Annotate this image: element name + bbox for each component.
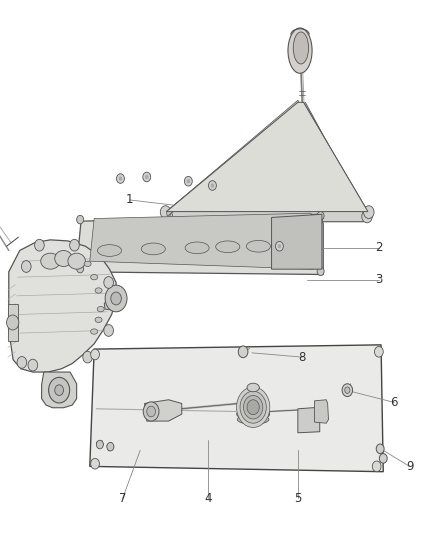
Text: 6: 6 — [390, 396, 398, 409]
Circle shape — [379, 454, 387, 463]
Circle shape — [372, 461, 381, 472]
Circle shape — [345, 387, 350, 393]
Text: 2: 2 — [375, 241, 383, 254]
Circle shape — [117, 174, 124, 183]
Polygon shape — [166, 211, 368, 222]
Circle shape — [238, 346, 248, 358]
Text: 7: 7 — [119, 492, 127, 505]
Circle shape — [96, 440, 103, 449]
Polygon shape — [272, 214, 322, 269]
Circle shape — [7, 315, 19, 330]
Text: 5: 5 — [294, 492, 301, 505]
Circle shape — [143, 402, 159, 421]
Text: 3: 3 — [375, 273, 382, 286]
Circle shape — [91, 349, 99, 360]
Ellipse shape — [247, 383, 259, 392]
Polygon shape — [90, 213, 313, 269]
Circle shape — [211, 183, 214, 188]
Ellipse shape — [68, 253, 85, 269]
Circle shape — [55, 385, 64, 395]
Circle shape — [77, 264, 84, 273]
Circle shape — [317, 212, 324, 220]
Ellipse shape — [97, 245, 121, 256]
Polygon shape — [77, 214, 323, 274]
Ellipse shape — [288, 28, 312, 73]
Polygon shape — [9, 240, 116, 372]
Polygon shape — [107, 442, 114, 451]
Circle shape — [145, 175, 148, 179]
Ellipse shape — [95, 288, 102, 293]
Circle shape — [105, 285, 127, 312]
Circle shape — [276, 241, 283, 251]
Circle shape — [77, 215, 84, 224]
Polygon shape — [166, 102, 368, 212]
Circle shape — [376, 444, 384, 454]
Circle shape — [147, 406, 155, 417]
Polygon shape — [42, 372, 77, 408]
Ellipse shape — [246, 240, 270, 252]
Circle shape — [160, 206, 171, 219]
Polygon shape — [298, 407, 320, 433]
Circle shape — [91, 458, 99, 469]
Ellipse shape — [41, 253, 60, 269]
Circle shape — [184, 176, 192, 186]
Polygon shape — [166, 100, 299, 216]
Polygon shape — [96, 441, 103, 448]
Circle shape — [237, 387, 270, 427]
Circle shape — [21, 261, 31, 272]
Polygon shape — [104, 290, 125, 310]
Circle shape — [111, 292, 121, 305]
Polygon shape — [314, 400, 328, 423]
Ellipse shape — [91, 329, 98, 334]
Circle shape — [35, 239, 44, 251]
Ellipse shape — [91, 274, 98, 280]
Circle shape — [143, 172, 151, 182]
Polygon shape — [90, 345, 383, 472]
Ellipse shape — [84, 261, 91, 266]
Circle shape — [70, 239, 79, 251]
Text: 4: 4 — [204, 492, 212, 505]
Circle shape — [83, 351, 92, 363]
Ellipse shape — [95, 317, 102, 322]
Ellipse shape — [97, 306, 104, 312]
Circle shape — [364, 206, 374, 219]
Circle shape — [342, 384, 353, 397]
Circle shape — [17, 357, 27, 368]
Polygon shape — [145, 400, 182, 421]
Ellipse shape — [237, 408, 269, 420]
Text: 9: 9 — [406, 460, 413, 473]
Ellipse shape — [293, 32, 308, 64]
Polygon shape — [8, 304, 18, 341]
Ellipse shape — [141, 243, 165, 255]
Text: 1: 1 — [125, 193, 133, 206]
Ellipse shape — [237, 415, 269, 424]
Circle shape — [104, 277, 113, 288]
Circle shape — [119, 176, 122, 181]
Circle shape — [240, 391, 266, 423]
Circle shape — [244, 395, 263, 419]
Circle shape — [104, 325, 113, 336]
Circle shape — [317, 267, 324, 276]
Circle shape — [187, 179, 190, 183]
Circle shape — [362, 210, 372, 223]
Ellipse shape — [55, 251, 72, 266]
Circle shape — [247, 400, 259, 415]
Circle shape — [28, 359, 38, 371]
Circle shape — [107, 442, 114, 451]
Ellipse shape — [216, 241, 240, 253]
Text: 8: 8 — [299, 351, 306, 364]
Ellipse shape — [185, 242, 209, 254]
Circle shape — [374, 346, 383, 357]
Circle shape — [208, 181, 216, 190]
Circle shape — [49, 377, 70, 403]
Circle shape — [278, 244, 281, 248]
Circle shape — [162, 210, 173, 223]
